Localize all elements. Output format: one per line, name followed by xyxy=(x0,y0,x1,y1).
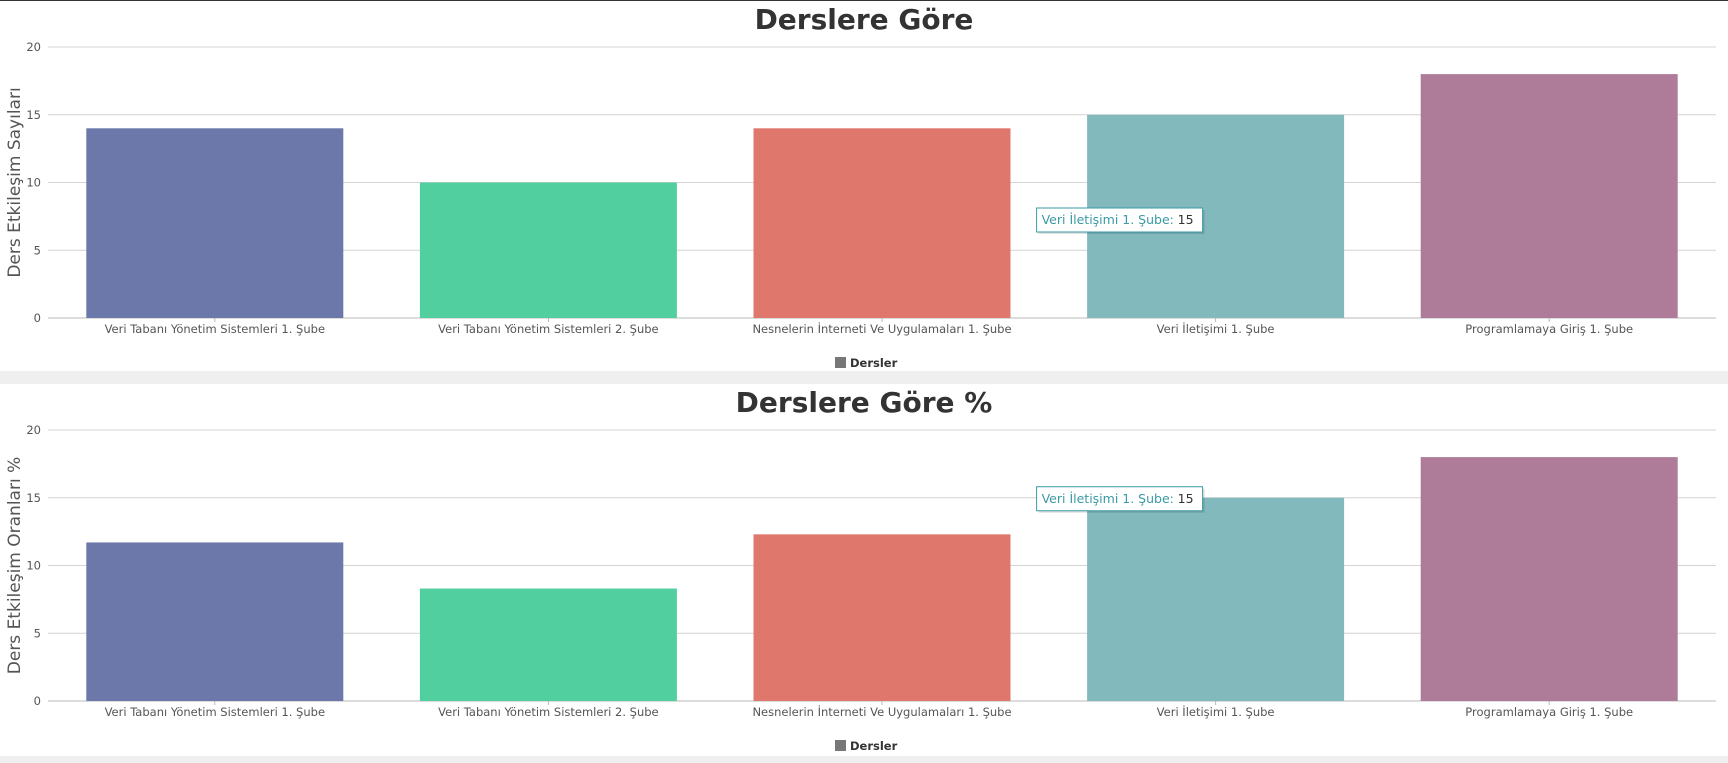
tooltip-box xyxy=(1036,486,1204,512)
bar[interactable] xyxy=(1420,74,1678,318)
chart-panel-2: Derslere Göre % Ders Etkileşim Oranları %… xyxy=(0,384,1728,756)
bar[interactable] xyxy=(86,128,344,318)
x-tick-label: Programlamaya Giriş 1. Şube xyxy=(1465,322,1633,336)
bar-chart-2: Derslere Göre % Ders Etkileşim Oranları %… xyxy=(5,386,1716,753)
x-tick-label: Nesnelerin İnterneti Ve Uygulamaları 1. … xyxy=(752,704,1011,719)
y-tick-label: 20 xyxy=(26,423,41,437)
y-tick-label: 15 xyxy=(26,108,41,122)
bar[interactable] xyxy=(419,588,677,701)
tooltip-label: Veri İletişimi 1. Şube: xyxy=(1042,491,1174,506)
y-tick-label: 15 xyxy=(26,491,41,505)
legend[interactable]: Dersler xyxy=(835,739,898,753)
y-axis-label: Ders Etkileşim Sayıları xyxy=(5,87,25,277)
bar[interactable] xyxy=(1087,497,1345,701)
x-tick-label: Veri Tabanı Yönetim Sistemleri 1. Şube xyxy=(105,322,325,336)
legend-swatch xyxy=(835,740,846,751)
legend-label: Dersler xyxy=(850,356,898,370)
y-tick-label: 20 xyxy=(26,40,41,54)
x-tick-label: Veri İletişimi 1. Şube xyxy=(1157,321,1275,336)
bar[interactable] xyxy=(86,542,344,701)
x-tick-label: Nesnelerin İnterneti Ve Uygulamaları 1. … xyxy=(752,321,1011,336)
chart-panel-1: Derslere Göre Ders Etkileşim Sayıları 0 5 10… xyxy=(0,0,1728,371)
y-axis-label: Ders Etkileşim Oranları % xyxy=(5,457,25,674)
bar[interactable] xyxy=(753,128,1011,318)
x-tick-label: Veri Tabanı Yönetim Sistemleri 2. Şube xyxy=(438,322,658,336)
tooltip: Veri İletişimi 1. Şube: 15 xyxy=(1036,486,1205,513)
y-tick-label: 5 xyxy=(34,626,41,640)
tooltip: Veri İletişimi 1. Şube: 15 xyxy=(1036,207,1205,234)
tooltip-label: Veri İletişimi 1. Şube: xyxy=(1042,212,1174,227)
y-tick-label: 0 xyxy=(34,311,41,325)
x-tick-label: Veri Tabanı Yönetim Sistemleri 1. Şube xyxy=(105,705,325,719)
tooltip-value: 15 xyxy=(1178,212,1194,227)
y-tick-label: 0 xyxy=(34,694,41,708)
y-tick-label: 5 xyxy=(34,243,41,257)
x-tick-label: Veri İletişimi 1. Şube xyxy=(1157,704,1275,719)
legend-label: Dersler xyxy=(850,739,898,753)
y-tick-label: 10 xyxy=(26,559,41,573)
tooltip-value: 15 xyxy=(1178,491,1194,506)
bar-chart-1: Derslere Göre Ders Etkileşim Sayıları 0 5 10… xyxy=(5,3,1716,370)
legend-swatch xyxy=(835,357,846,368)
legend[interactable]: Dersler xyxy=(835,356,898,370)
chart-title: Derslere Göre % xyxy=(736,386,993,419)
chart-title: Derslere Göre xyxy=(755,3,974,36)
tooltip-box xyxy=(1036,207,1204,233)
y-tick-label: 10 xyxy=(26,176,41,190)
bar[interactable] xyxy=(419,182,677,319)
x-tick-label: Veri Tabanı Yönetim Sistemleri 2. Şube xyxy=(438,705,658,719)
bar[interactable] xyxy=(1420,457,1678,701)
bar[interactable] xyxy=(753,534,1011,701)
x-tick-label: Programlamaya Giriş 1. Şube xyxy=(1465,705,1633,719)
